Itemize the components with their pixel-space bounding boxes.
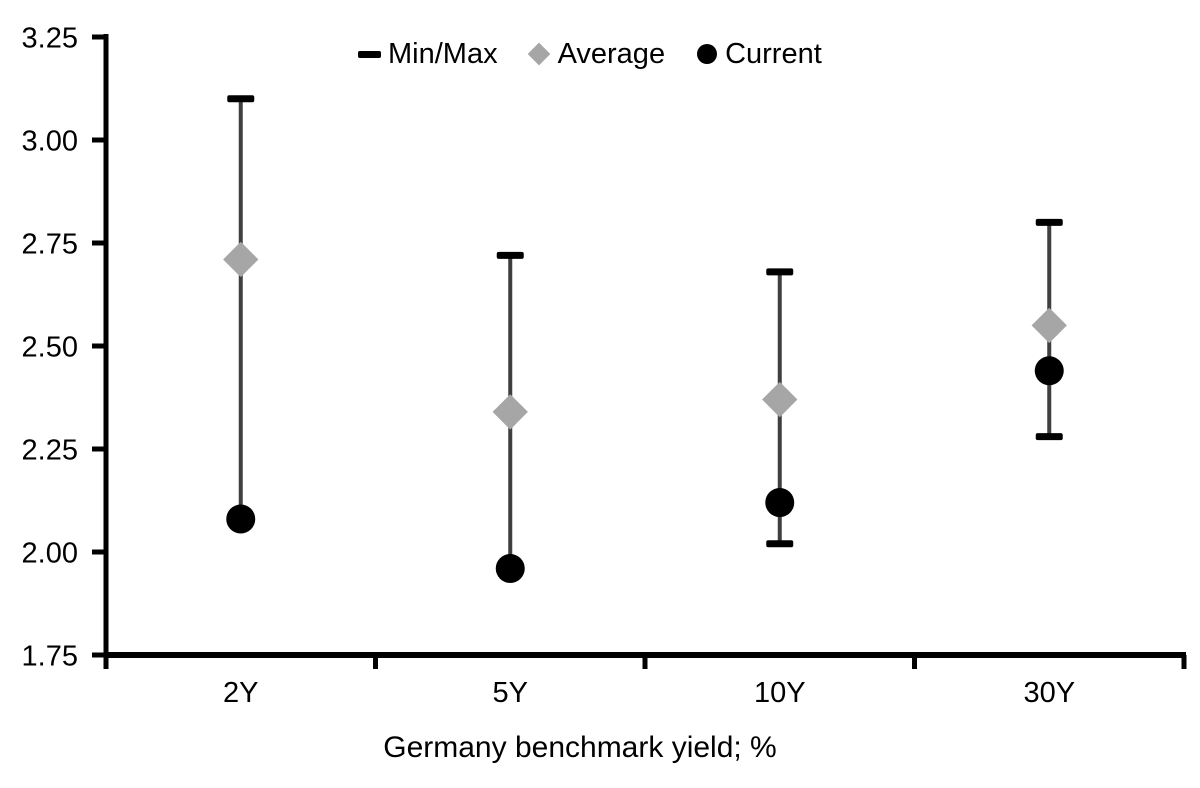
average-marker-2Y xyxy=(223,241,259,278)
y-tick-label: 2.00 xyxy=(22,538,78,570)
y-tick-label: 2.25 xyxy=(22,435,78,467)
average-diamond-icon xyxy=(527,42,551,66)
legend-label-minmax: Min/Max xyxy=(388,38,498,70)
min-cap-30Y xyxy=(1035,433,1063,441)
current-marker-5Y xyxy=(495,553,525,583)
current-marker-30Y xyxy=(1034,356,1064,386)
minmax-dash-icon xyxy=(358,43,381,66)
y-tick-label: 2.75 xyxy=(22,229,78,261)
current-circle-icon xyxy=(695,43,718,66)
y-tick-label: 3.25 xyxy=(22,23,78,55)
max-cap-30Y xyxy=(1035,218,1063,226)
max-cap-10Y xyxy=(766,268,794,276)
average-marker-10Y xyxy=(762,381,798,418)
legend-item-current: Current xyxy=(695,36,822,72)
current-marker-2Y xyxy=(226,504,256,534)
y-tick-label: 3.00 xyxy=(22,126,78,158)
legend-item-average: Average xyxy=(527,36,666,72)
y-tick-label: 2.50 xyxy=(22,332,78,364)
x-category-label: 30Y xyxy=(1023,677,1075,709)
x-category-label: 10Y xyxy=(754,677,806,709)
max-cap-2Y xyxy=(227,95,255,103)
max-cap-5Y xyxy=(496,251,524,259)
legend-label-average: Average xyxy=(557,38,666,70)
min-cap-10Y xyxy=(766,540,794,548)
x-category-label: 2Y xyxy=(223,677,258,709)
legend-item-minmax: Min/Max xyxy=(358,36,498,72)
y-tick-label: 1.75 xyxy=(22,641,78,673)
chart-legend: Min/Max Average Current xyxy=(358,36,822,72)
x-axis-title: Germany benchmark yield; % xyxy=(383,731,777,764)
legend-label-current: Current xyxy=(725,38,822,70)
current-marker-10Y xyxy=(765,488,795,518)
average-marker-30Y xyxy=(1031,307,1067,344)
x-category-label: 5Y xyxy=(493,677,528,709)
average-marker-5Y xyxy=(492,394,528,430)
